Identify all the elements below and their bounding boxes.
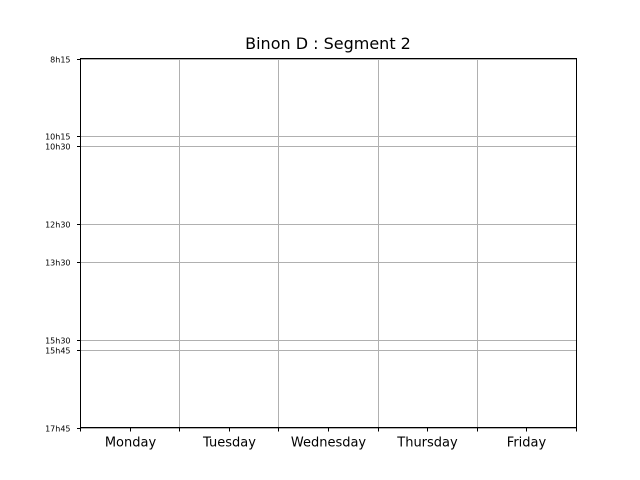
grid-layer (80, 58, 577, 429)
y-tick-label: 15h45 (45, 347, 70, 356)
y-tick-label: 10h15 (45, 133, 70, 142)
y-tick-label: 8h15 (50, 56, 70, 65)
day-label: Friday (507, 436, 547, 451)
chart-title: Binon D : Segment 2 (245, 34, 411, 53)
plot-frame (80, 58, 577, 428)
y-tick-label: 15h30 (45, 337, 70, 346)
day-label: Tuesday (202, 436, 256, 451)
tick-layer (77, 59, 577, 432)
y-tick-label: 13h30 (45, 259, 70, 268)
day-label: Thursday (396, 436, 458, 451)
y-tick-label: 12h30 (45, 221, 70, 230)
y-tick-label: 17h45 (45, 425, 70, 434)
day-label: Wednesday (291, 436, 367, 451)
day-label: Monday (105, 436, 157, 451)
y-tick-label: 10h30 (45, 143, 70, 152)
